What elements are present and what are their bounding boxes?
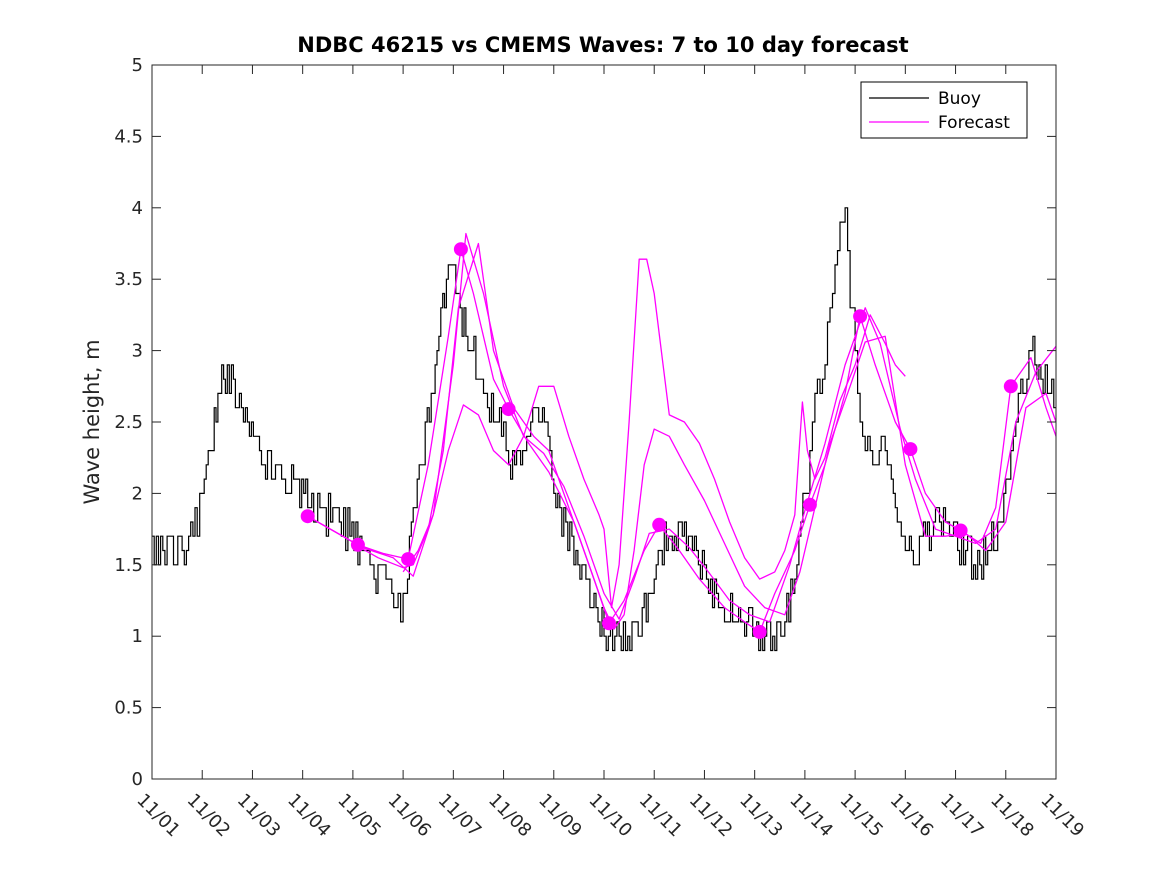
y-axis-label: Wave height, m (80, 339, 104, 504)
series-line-forecast-1 (307, 248, 1057, 633)
forecast-marker (903, 442, 918, 457)
y-tick-label: 1.5 (114, 555, 143, 576)
plot-area (152, 65, 1056, 779)
y-tick-label: 0.5 (114, 698, 143, 719)
y-tick-label: 0 (132, 769, 143, 790)
forecast-marker (401, 552, 416, 567)
series-line-forecast-4 (402, 258, 906, 609)
y-tick-label: 3.5 (114, 269, 143, 290)
series-line-buoy (152, 207, 1056, 652)
forecast-marker (501, 402, 516, 417)
legend-box (860, 81, 1028, 139)
y-tick-label: 4.5 (114, 126, 143, 147)
y-tick-label: 2 (132, 483, 143, 504)
y-tick-label: 5 (132, 55, 143, 76)
legend-label-forecast: Forecast (938, 113, 1010, 133)
series-layer (152, 207, 1057, 652)
forecast-marker (1003, 379, 1018, 394)
y-tick-label: 3 (132, 341, 143, 362)
forecast-marker (752, 624, 767, 639)
forecast-marker (802, 497, 817, 512)
legend-label-buoy: Buoy (938, 89, 981, 109)
y-tick-label: 2.5 (114, 412, 143, 433)
legend: Buoy Forecast (860, 81, 1028, 139)
series-line-forecast-3 (352, 242, 1057, 630)
forecast-marker (602, 616, 616, 631)
forecast-marker (652, 517, 667, 532)
forecast-marker (453, 242, 468, 257)
chart-title: NDBC 46215 vs CMEMS Waves: 7 to 10 day f… (297, 33, 908, 57)
y-tick-label: 4 (132, 198, 143, 219)
forecast-marker (853, 309, 868, 324)
forecast-marker (350, 537, 365, 552)
forecast-marker (300, 509, 315, 524)
y-tick-label: 1 (132, 626, 143, 647)
forecast-marker (953, 523, 968, 538)
